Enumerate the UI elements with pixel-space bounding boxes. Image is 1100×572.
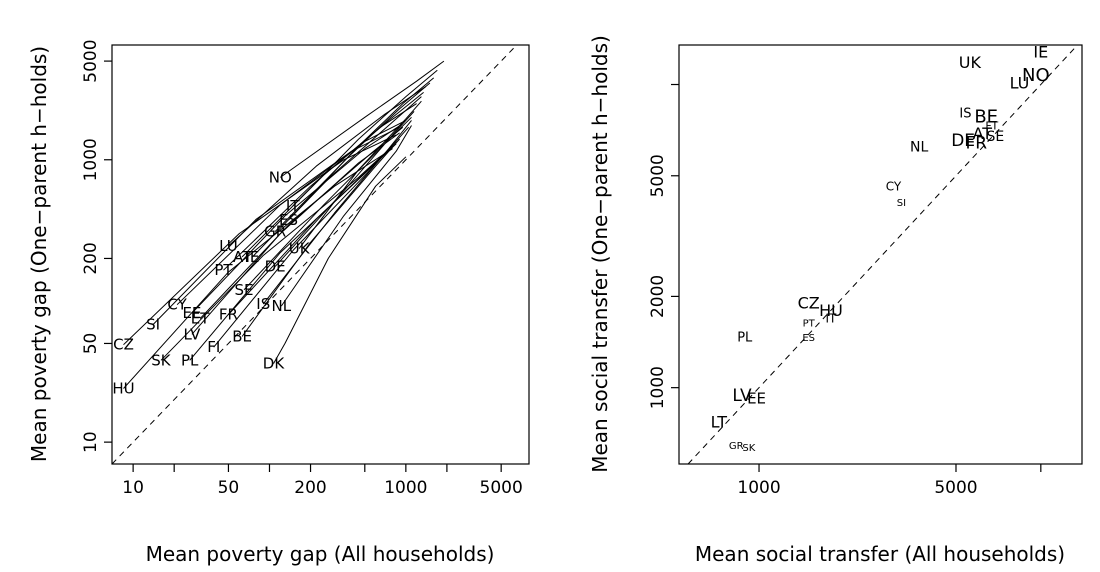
label-se: SE	[234, 281, 253, 299]
point-pl: PL	[737, 330, 753, 345]
right-y-tick-label: 1000	[648, 366, 668, 409]
label-fi: FI	[207, 338, 220, 356]
trajectory-be	[241, 138, 400, 337]
point-lt: LT	[711, 413, 728, 432]
left-y-tick-label: 50	[81, 333, 101, 355]
left-plot-frame	[111, 44, 530, 465]
left-y-tick-label: 1000	[81, 138, 101, 181]
label-lv: LV	[183, 325, 201, 343]
trajectory-dk	[273, 156, 407, 364]
right-y-tick-label: 2000	[648, 275, 668, 318]
label-cy: CY	[167, 296, 187, 314]
left-reference-line	[111, 44, 518, 465]
point-it: IT	[826, 312, 838, 326]
label-et: ET	[191, 310, 210, 328]
label-de: DE	[265, 258, 286, 276]
label-uk: UK	[289, 240, 311, 258]
trajectory-cz	[123, 134, 397, 346]
point-gr: GR	[729, 441, 744, 452]
point-at: AT	[973, 124, 993, 143]
trajectory-cy	[176, 119, 407, 306]
point-ft: FT	[985, 119, 998, 132]
right-x-tick-label: 5000	[934, 478, 977, 498]
label-dk: DK	[263, 355, 286, 373]
label-pt: PT	[214, 261, 233, 279]
right-x-ticks: 1000 5000	[737, 464, 1042, 498]
left-y-ticks: 10 50 200 1000 5000	[81, 39, 112, 453]
trajectory-si	[152, 126, 400, 325]
right-x-axis-label: Mean social transfer (All households)	[695, 542, 1065, 566]
left-trajectories	[123, 60, 445, 389]
label-es: ES	[279, 211, 298, 229]
point-lu: LU	[1010, 74, 1030, 93]
right-y-ticks: 1000 2000 5000	[648, 83, 679, 409]
label-at: AT	[233, 248, 252, 266]
left-x-tick-label: 10	[122, 478, 144, 498]
left-y-tick-label: 5000	[81, 39, 101, 82]
point-ie: IE	[1033, 43, 1048, 62]
trajectory-nl	[280, 125, 412, 307]
left-x-tick-label: 200	[294, 478, 326, 498]
trajectory-sk	[160, 145, 393, 361]
trajectory-it	[292, 69, 438, 207]
right-reference-line	[687, 44, 1078, 465]
point-lv: LV	[732, 386, 752, 406]
left-x-tick-label: 50	[218, 478, 240, 498]
trajectory-no	[280, 60, 445, 178]
right-y-tick-label: 5000	[648, 154, 668, 197]
label-pl: PL	[181, 351, 199, 369]
label-ee: EE	[182, 304, 201, 322]
point-si: SI	[897, 198, 906, 209]
point-fr: FR	[965, 133, 987, 153]
point-hu: HU	[819, 301, 843, 320]
trajectory-hu	[123, 148, 393, 389]
point-se: SE	[987, 129, 1005, 145]
label-is: IS	[256, 295, 270, 313]
right-plot-frame	[678, 44, 1083, 465]
label-sk: SK	[151, 351, 172, 369]
point-es: ES	[802, 333, 815, 344]
trajectory-lu	[228, 86, 427, 247]
point-sk: SK	[742, 443, 755, 454]
point-de: DE	[951, 131, 975, 151]
left-x-ticks: 10 50 200 1000 5000	[122, 464, 523, 498]
label-no: NO	[269, 168, 292, 186]
left-x-tick-label: 5000	[480, 478, 523, 498]
right-y-axis-label: Mean social transfer (One−parent h−holds…	[588, 35, 612, 473]
point-cy: CY	[886, 180, 902, 194]
point-is: IS	[959, 106, 971, 121]
trajectory-pt	[223, 103, 417, 271]
label-be: BE	[232, 328, 252, 346]
point-be: BE	[974, 107, 998, 128]
trajectory-de	[274, 111, 415, 267]
right-x-tick-label: 1000	[737, 478, 780, 498]
point-pt: PT	[803, 319, 816, 330]
left-x-tick-label: 1000	[384, 478, 427, 498]
trajectory-pl	[189, 143, 397, 361]
label-gr: GR	[264, 223, 286, 241]
label-lu: LU	[219, 237, 238, 255]
point-uk: UK	[959, 53, 982, 72]
label-hu: HU	[112, 379, 134, 397]
label-cz: CZ	[113, 336, 134, 354]
trajectory-es	[288, 77, 435, 221]
left-y-axis-label: Mean poverty gap (One−parent h−holds)	[27, 46, 51, 462]
point-no: NO	[1022, 65, 1050, 86]
left-y-tick-label: 10	[81, 431, 101, 453]
label-nl: NL	[271, 297, 291, 315]
point-nl: NL	[910, 139, 928, 155]
point-ee: EE	[747, 390, 766, 408]
label-ie: IE	[245, 248, 259, 266]
point-cz: CZ	[798, 294, 820, 313]
label-si: SI	[146, 316, 160, 334]
label-it: IT	[286, 197, 300, 215]
left-y-tick-label: 200	[81, 242, 101, 274]
left-x-axis-label: Mean poverty gap (All households)	[146, 542, 495, 566]
label-fr: FR	[219, 306, 238, 324]
